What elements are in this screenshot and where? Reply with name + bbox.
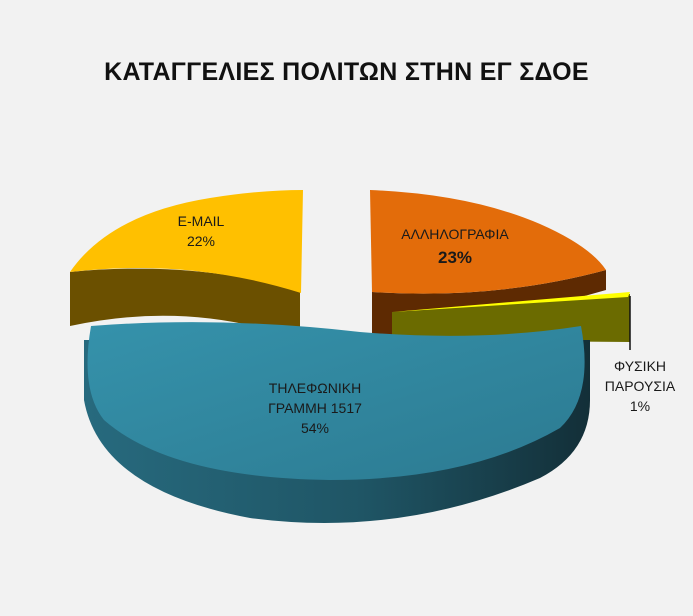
correspondence-label-pct: 23%	[437, 248, 473, 267]
physical-label-pct: 1%	[629, 398, 651, 414]
email-slice-side	[70, 268, 300, 340]
phone-line-label-pct: 54%	[300, 420, 330, 436]
phone-line-label-name2: ΓΡΑΜΜΗ 1517	[268, 400, 362, 416]
pie-slice-email	[70, 190, 303, 340]
correspondence-slice-top	[370, 190, 606, 294]
phone-slice-top	[87, 322, 585, 480]
correspondence-label-name: ΑΛΛΗΛΟΓΡΑΦΙΑ	[401, 226, 509, 242]
correspondence-label: ΑΛΛΗΛΟΓΡΑΦΙΑ 23%	[385, 224, 525, 268]
email-label-name: E-MAIL	[177, 213, 225, 229]
email-label-pct: 22%	[186, 233, 216, 249]
email-slice-top	[70, 190, 303, 293]
phone-line-label-name1: ΤΗΛΕΦΩΝΙΚΗ	[268, 380, 362, 396]
physical-presence-label: ΦΥΣΙΚΗ ΠΑΡΟΥΣΙΑ 1%	[590, 356, 690, 416]
physical-label-name1: ΦΥΣΙΚΗ	[613, 358, 667, 374]
email-label: E-MAIL 22%	[166, 211, 236, 251]
phone-line-label: ΤΗΛΕΦΩΝΙΚΗ ΓΡΑΜΜΗ 1517 54%	[255, 378, 375, 438]
physical-slice-top	[392, 292, 630, 312]
chart-title: ΚΑΤΑΓΓΕΛΙΕΣ ΠΟΛΙΤΩΝ ΣΤΗΝ ΕΓ ΣΔΟΕ	[104, 58, 589, 86]
physical-label-name2: ΠΑΡΟΥΣΙΑ	[604, 378, 676, 394]
pie-slice-phone-line	[84, 322, 590, 523]
